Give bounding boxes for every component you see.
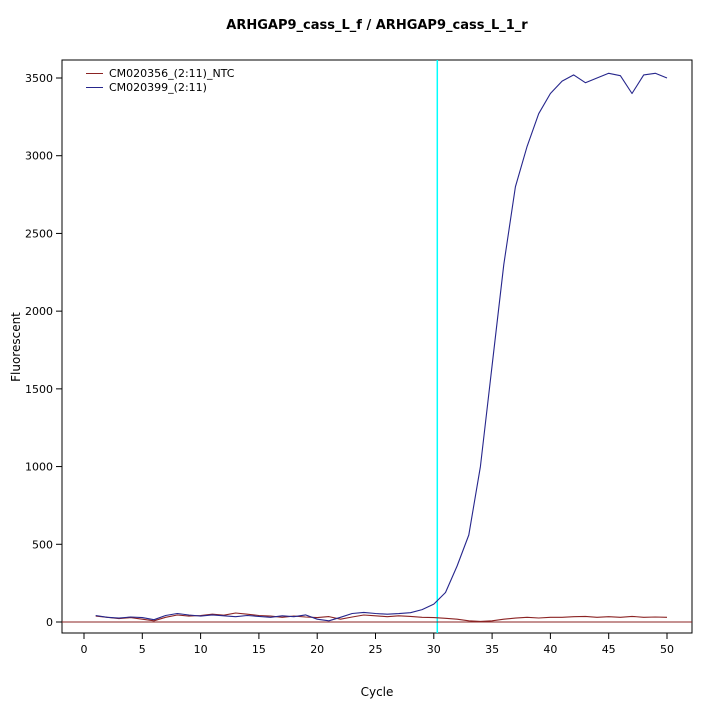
y-tick-label: 3000 — [25, 150, 53, 163]
legend-line-swatch-ntc — [86, 72, 103, 74]
x-tick-label: 45 — [602, 643, 616, 656]
plot-box — [61, 59, 693, 634]
y-tick-label: 3500 — [25, 72, 53, 85]
y-tick-label: 1000 — [25, 461, 53, 474]
x-axis-label: Cycle — [360, 685, 394, 699]
x-tick-label: 30 — [427, 643, 441, 656]
legend-label-ntc: CM020356_(2:11)_NTC — [109, 66, 235, 80]
y-tick-label: 2000 — [25, 305, 53, 318]
x-tick-label: 50 — [660, 643, 674, 656]
x-tick-label: 5 — [139, 643, 146, 656]
y-tick-label: 2500 — [25, 227, 53, 240]
legend: CM020356_(2:11)_NTC CM020399_(2:11) — [86, 66, 234, 94]
x-tick-label: 0 — [81, 643, 88, 656]
y-tick-label: 0 — [46, 616, 53, 629]
legend-label-sample: CM020399_(2:11) — [109, 80, 207, 94]
chart-title: ARHGAP9_cass_L_f / ARHGAP9_cass_L_1_r — [226, 18, 528, 33]
x-tick-label: 25 — [369, 643, 383, 656]
series-line-1 — [95, 72, 668, 622]
x-tick-label: 40 — [543, 643, 557, 656]
x-tick-label: 20 — [310, 643, 324, 656]
y-tick-label: 500 — [32, 538, 53, 551]
series-line-0 — [95, 612, 668, 622]
legend-line-swatch-sample — [86, 86, 103, 88]
x-tick-label: 10 — [194, 643, 208, 656]
x-tick-label: 15 — [252, 643, 266, 656]
x-tick-label: 35 — [485, 643, 499, 656]
y-tick-label: 1500 — [25, 383, 53, 396]
legend-item-ntc: CM020356_(2:11)_NTC — [86, 66, 234, 80]
legend-item-sample: CM020399_(2:11) — [86, 80, 234, 94]
